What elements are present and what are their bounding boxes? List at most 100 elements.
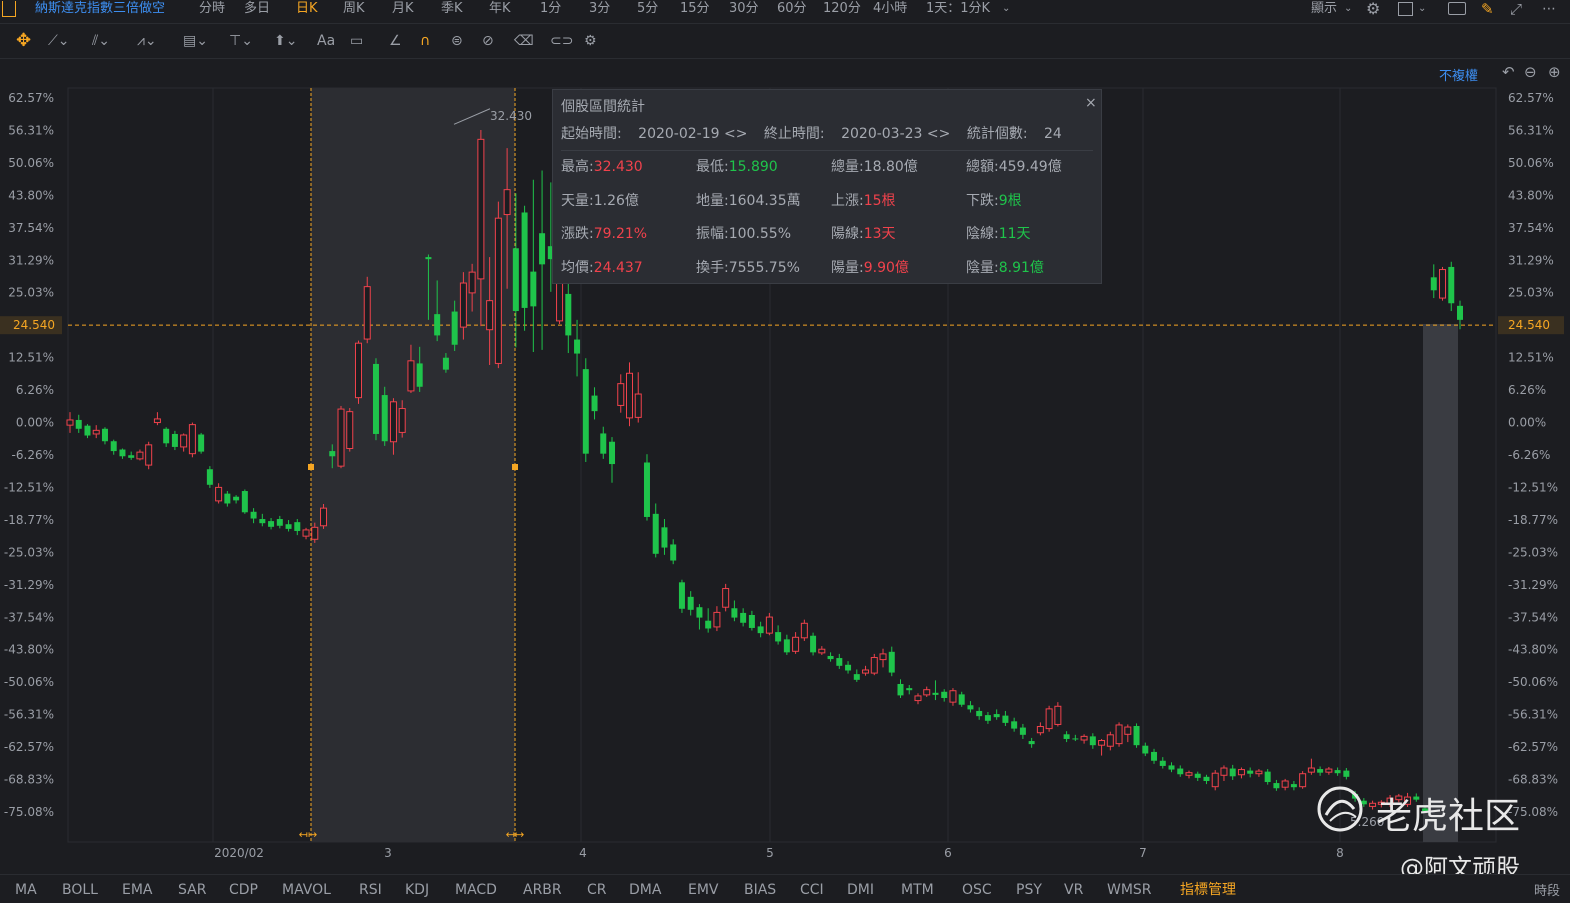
indicator-cci[interactable]: CCI [800,882,824,898]
tab-timeframe-7[interactable]: 1分 [540,1,562,16]
tab-timeframe-12[interactable]: 60分 [777,1,807,16]
indicator-mavol[interactable]: MAVOL [282,882,331,898]
channel-tool-icon[interactable]: ⫽⌄ [92,33,110,49]
chevron-down-icon[interactable]: ⌄ [1002,3,1011,14]
chart-canvas[interactable]: 62.57% 62.57% 56.31% 56.31% 50.06% 50.06% 43.8… [0,60,1570,872]
count-value: 24 [1044,126,1062,142]
start-time-stepper[interactable]: <> [724,126,748,142]
collapse-icon[interactable] [2,1,16,17]
indicator-ma[interactable]: MA [15,882,37,898]
chevron-down-icon[interactable]: ⌄ [1418,3,1427,14]
tab-timeframe-8[interactable]: 3分 [589,1,611,16]
text-tool-icon[interactable]: Aa [317,33,336,49]
stats-cell-label: 總量: [831,159,864,175]
tab-timeframe-2[interactable]: 日K [296,1,318,16]
close-icon[interactable]: × [1085,95,1097,111]
indicator-arbr[interactable]: ARBR [523,882,562,898]
indicator-sar[interactable]: SAR [178,882,207,898]
tab-timeframe-1[interactable]: 多日 [244,1,271,16]
price-axis-label-left: 12.51% [8,351,54,365]
candle-body-down [932,692,939,695]
kline-chart[interactable]: 62.57% 62.57% 56.31% 56.31% 50.06% 50.06% 43.8… [0,60,1570,872]
move-icon[interactable]: ✥ [16,30,32,51]
fib-tool-icon[interactable]: ▤⌄ [183,33,208,49]
lock-icon[interactable]: ⊜ [451,33,463,49]
candle-body-up [153,418,161,424]
hide-icon[interactable]: ⊘ [482,33,494,49]
window-icon[interactable] [1398,2,1413,16]
tab-timeframe-5[interactable]: 季K [441,1,463,16]
indicator-ema[interactable]: EMA [122,882,153,898]
line-tool-icon[interactable]: ⟋⌄ [48,33,70,49]
stats-cell-value: 15.890 [728,159,778,175]
indicator-macd[interactable]: MACD [455,882,497,898]
candle-body-up [1054,705,1062,725]
period-button[interactable]: 時段 [1534,884,1561,899]
adjust-toggle[interactable]: 不複權 [1439,69,1479,84]
time-axis-label: 7 [1139,846,1147,860]
tab-timeframe-11[interactable]: 30分 [729,1,759,16]
top-bar: 納斯達克指數三倍做空 分時 多日 日K 周K 月K 季K 年K 1分 3分 5分… [0,0,1570,24]
current-price-tag-left [0,316,62,335]
indicator-vr[interactable]: VR [1064,882,1084,898]
indicator-kdj[interactable]: KDJ [405,882,430,898]
indicator-manage-button[interactable]: 指標管理 [1180,882,1236,898]
price-axis-label-left: -25.03% [4,545,54,559]
gear-icon[interactable]: ⚙ [1366,0,1381,18]
tab-timeframe-15[interactable]: 1天：1分K [926,1,991,16]
price-axis-label-left: 37.54% [8,221,54,235]
indicator-wmsr[interactable]: WMSR [1107,882,1152,898]
candle-body-up [634,393,642,418]
angle-icon[interactable]: ∠ [389,33,402,49]
tab-timeframe-3[interactable]: 周K [343,1,365,16]
candle-body-down [958,694,965,705]
candle-body-up [914,695,922,702]
camera-icon[interactable] [1448,2,1466,15]
tab-timeframe-4[interactable]: 月K [392,1,414,16]
indicator-rsi[interactable]: RSI [359,882,382,898]
pencil-icon[interactable]: ✎ [1481,0,1494,18]
end-time-stepper[interactable]: <> [926,126,951,142]
indicator-bias[interactable]: BIAS [744,882,777,898]
expand-icon[interactable]: ⤢ [1510,0,1523,18]
candle-body-up [949,690,957,703]
trash-icon[interactable]: ⌫ [514,33,534,49]
indicator-mtm[interactable]: MTM [901,882,934,898]
indicator-emv[interactable]: EMV [688,882,719,898]
settings-icon[interactable]: ⚙ [584,33,597,49]
price-axis-label-right: 37.54% [1508,221,1554,235]
indicator-cdp[interactable]: CDP [229,882,258,898]
indicator-osc[interactable]: OSC [962,882,992,898]
zoom-in-icon[interactable]: ⊕ [1548,63,1561,81]
tab-timeframe-9[interactable]: 5分 [637,1,659,16]
arrow-up-icon[interactable]: ⬆⌄ [274,33,298,49]
candle-body-up [92,429,100,435]
tab-timeframe-0[interactable]: 分時 [199,1,226,16]
tab-timeframe-13[interactable]: 120分 [823,1,861,16]
indicator-cr[interactable]: CR [587,882,607,898]
measure-tool-icon[interactable]: ⊤⌄ [229,33,253,49]
candle-body-up [354,342,362,399]
symbol-title[interactable]: 納斯達克指數三倍做空 [35,1,166,16]
price-axis-label-left: 43.80% [8,188,54,202]
candle-body-down [530,271,537,307]
candle-body-down [539,233,546,265]
indicator-dmi[interactable]: DMI [847,882,874,898]
chevron-down-icon[interactable]: ⌄ [1344,3,1353,14]
magnet-icon[interactable]: ∩ [420,33,431,49]
indicator-boll[interactable]: BOLL [62,882,98,898]
selection-start-handle [308,464,314,470]
tab-timeframe-14[interactable]: 4小時 [873,1,908,16]
undo-icon[interactable]: ↶ [1502,63,1515,81]
indicator-psy[interactable]: PSY [1016,882,1042,898]
indicator-dma[interactable]: DMA [629,882,662,898]
tab-timeframe-6[interactable]: 年K [489,1,511,16]
display-menu[interactable]: 顯示 [1311,1,1338,16]
tab-timeframe-10[interactable]: 15分 [680,1,710,16]
link-icon[interactable]: ⊂⊃ [550,33,574,49]
polyline-tool-icon[interactable]: ⩘⌄ [137,33,157,49]
more-icon[interactable]: ⋯ [1542,1,1556,17]
comment-icon[interactable]: ▭ [350,33,364,49]
candle-body-down [372,363,379,434]
zoom-out-icon[interactable]: ⊖ [1524,63,1537,81]
